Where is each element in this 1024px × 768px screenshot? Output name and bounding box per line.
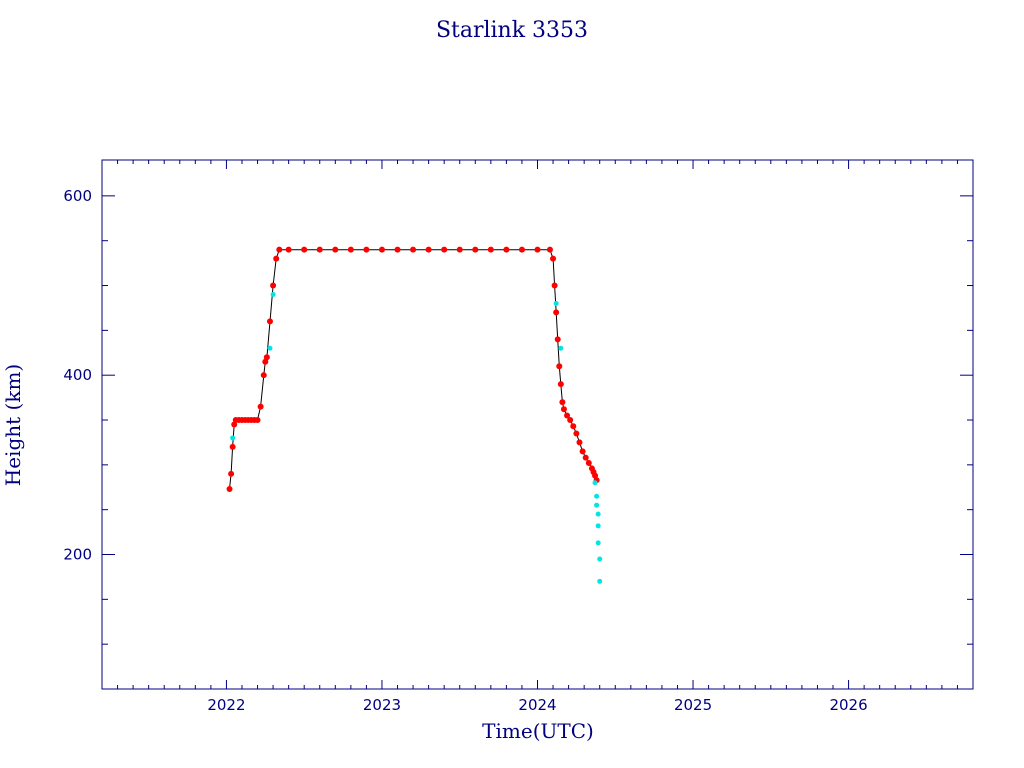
data-point [285,246,292,253]
data-point [226,486,233,493]
data-point [597,556,603,562]
series-points [226,246,603,584]
data-point [518,246,525,253]
data-point [564,412,571,419]
data-point [597,578,603,584]
x-tick-label: 2024 [518,696,556,714]
x-tick-label: 2022 [207,696,245,714]
data-point [556,363,563,370]
data-point [503,246,510,253]
series-lines [229,249,598,490]
series-line [229,249,598,490]
data-point [472,246,479,253]
data-point [263,354,270,361]
data-point [570,423,577,430]
data-point [558,345,564,351]
data-point [228,470,235,477]
data-point [276,246,283,253]
data-point [267,345,273,351]
x-tick-label: 2026 [829,696,867,714]
x-axis-label: Time(UTC) [482,719,594,743]
data-point [579,448,586,455]
data-point [594,502,600,508]
data-point [554,336,561,343]
data-point [273,255,280,262]
data-point [301,246,308,253]
data-point [576,439,583,446]
data-point [347,246,354,253]
y-axis-label: Height (km) [1,364,25,486]
x-tick-label: 2025 [674,696,712,714]
data-point [257,403,264,410]
data-point [534,246,541,253]
data-point [592,480,598,486]
data-point [394,246,401,253]
y-tick-label: 400 [63,366,92,384]
data-point [546,246,553,253]
data-point [260,372,267,379]
data-point [229,443,236,450]
data-point [553,300,559,306]
data-point [560,406,567,413]
data-point [316,246,323,253]
data-point [487,246,494,253]
data-point [595,523,601,529]
data-point [266,318,273,325]
data-point [559,399,566,406]
data-point [550,255,557,262]
data-point [557,381,564,388]
data-point [441,246,448,253]
y-tick-label: 600 [63,187,92,205]
data-point [363,246,370,253]
data-point [582,454,589,461]
x-tick-label: 2023 [363,696,401,714]
data-point [410,246,417,253]
data-point [230,435,236,441]
data-point [594,493,600,499]
tick-labels: 2022 2023 2024 2025 2026 200 400 600 [63,187,867,714]
y-tick-label: 200 [63,546,92,564]
chart-title: Starlink 3353 [436,18,588,43]
data-point [270,291,276,297]
data-point [573,430,580,437]
data-point [551,282,558,289]
data-point [254,417,261,424]
data-point [378,246,385,253]
data-point [425,246,432,253]
data-point [332,246,339,253]
data-point [585,460,592,467]
data-point [595,511,601,517]
data-point [270,282,277,289]
data-point [595,540,601,546]
data-point [567,417,574,424]
data-point [553,309,560,316]
data-point [456,246,463,253]
axis-ticks [101,160,974,690]
